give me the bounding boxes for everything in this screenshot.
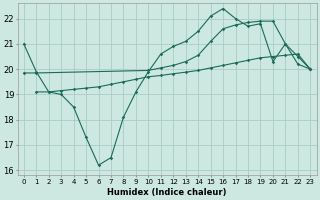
X-axis label: Humidex (Indice chaleur): Humidex (Indice chaleur) bbox=[107, 188, 227, 197]
